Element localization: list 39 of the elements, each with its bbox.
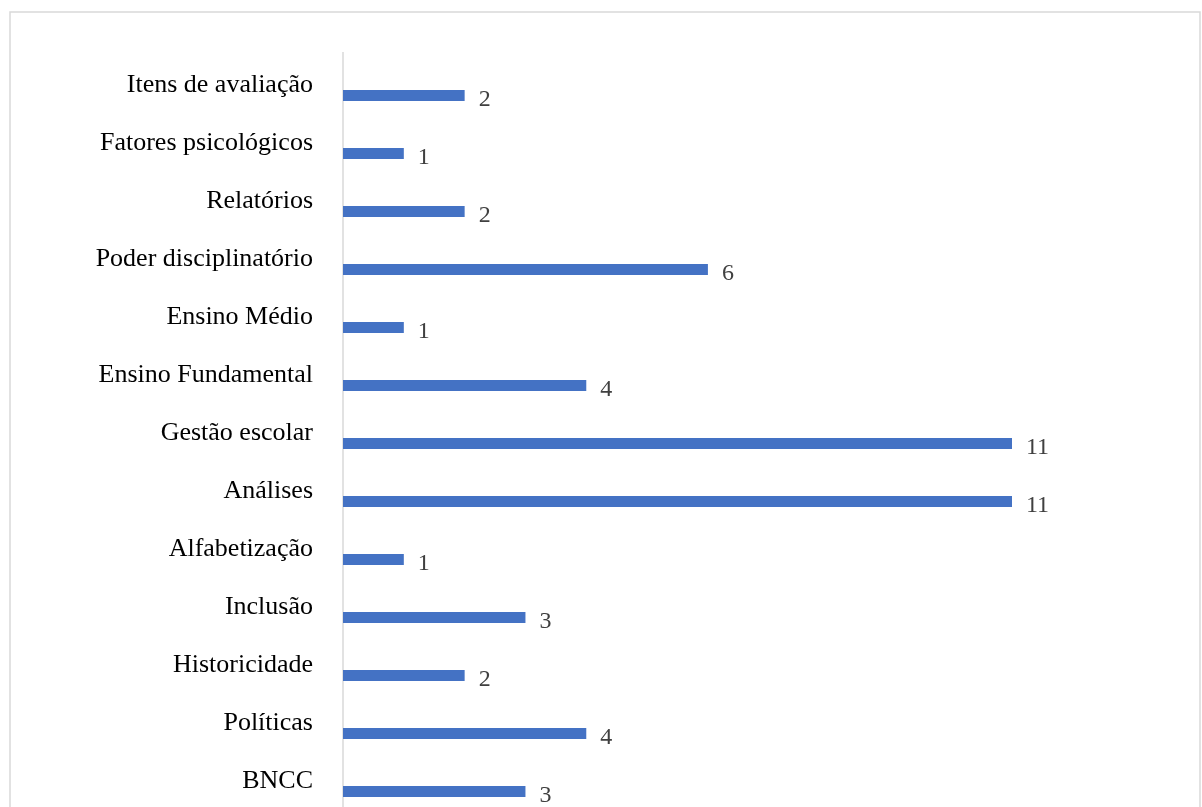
data-label: 1 [417,143,430,169]
bar [343,206,465,217]
bar [343,670,465,681]
y-tick-label: Políticas [223,707,313,736]
data-label: 3 [539,781,552,807]
y-tick-label: Inclusão [224,591,313,620]
y-tick-label: Ensino Fundamental [98,359,313,388]
y-tick-label: Poder disciplinatório [95,243,313,272]
data-label: 2 [478,85,491,111]
bar [343,148,404,159]
bar [343,380,587,391]
y-tick-label: Relatórios [206,185,313,214]
data-label: 2 [478,665,491,691]
bar [343,612,526,623]
bar [343,728,587,739]
data-label: 1 [417,549,430,575]
y-tick-label: Ensino Médio [166,301,313,330]
data-label: 11 [1026,433,1050,459]
data-label: 4 [600,375,613,401]
bar [343,786,526,797]
data-label: 4 [600,723,613,749]
data-label: 1 [417,317,430,343]
bar [343,264,708,275]
bar [343,496,1012,507]
y-tick-label: Gestão escolar [160,417,314,446]
data-label: 11 [1026,491,1050,517]
y-tick-label: Fatores psicológicos [99,127,313,156]
bar [343,438,1012,449]
y-tick-label: Alfabetização [168,533,313,562]
data-label: 6 [721,259,734,285]
y-tick-label: Historicidade [172,649,313,678]
data-label: 3 [539,607,552,633]
y-tick-label: Itens de avaliação [126,69,313,98]
data-label: 2 [478,201,491,227]
bar [343,322,404,333]
y-tick-label: Análises [223,475,313,504]
y-tick-label: BNCC [242,765,313,794]
bar [343,554,404,565]
bar [343,90,465,101]
